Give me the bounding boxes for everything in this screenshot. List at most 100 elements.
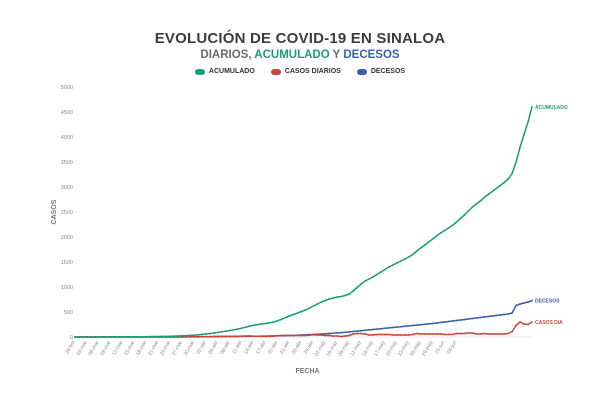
data-point-casos-diarios	[237, 335, 239, 338]
data-point-acumulado	[328, 298, 331, 300]
data-point-acumulado	[129, 335, 132, 338]
data-point-decesos	[348, 331, 351, 333]
data-point-casos-diarios	[201, 335, 204, 338]
data-point-casos-diarios	[328, 334, 331, 337]
data-point-acumulado	[372, 276, 374, 278]
data-point-casos-diarios	[519, 321, 521, 323]
data-point-decesos	[376, 328, 378, 330]
x-tick-label: 01-jun	[434, 340, 446, 355]
data-point-decesos	[336, 332, 339, 334]
data-point-acumulado	[499, 184, 502, 187]
x-tick-label: 08-abr	[219, 340, 232, 356]
data-point-acumulado	[384, 268, 386, 271]
data-point-casos-diarios	[427, 333, 430, 335]
data-point-decesos	[411, 324, 414, 327]
data-point-acumulado	[511, 172, 514, 175]
data-point-casos-diarios	[241, 335, 243, 337]
data-point-acumulado	[439, 232, 442, 234]
data-point-acumulado	[177, 335, 180, 337]
data-point-acumulado	[78, 336, 80, 338]
data-point-decesos	[439, 321, 442, 324]
data-point-casos-diarios	[304, 334, 307, 337]
subtitle-part-3: Y	[329, 49, 344, 61]
data-point-casos-diarios	[443, 333, 446, 336]
data-point-acumulado	[419, 247, 422, 249]
data-point-decesos	[471, 317, 474, 320]
data-point-decesos	[467, 318, 470, 320]
data-point-casos-diarios	[280, 334, 283, 337]
data-point-acumulado	[443, 229, 446, 232]
data-point-casos-diarios	[527, 323, 529, 326]
data-point-decesos	[364, 329, 366, 332]
legend-item-decesos[interactable]: DECESOS	[356, 68, 405, 75]
data-point-acumulado	[189, 334, 192, 337]
data-point-acumulado	[149, 335, 152, 338]
data-point-decesos	[499, 314, 502, 316]
legend-item-casos-diarios[interactable]: CASOS DIARIOS	[270, 68, 341, 75]
data-point-acumulado	[316, 303, 319, 305]
data-point-acumulado	[304, 309, 307, 311]
legend-swatch-casos-diarios	[270, 68, 281, 75]
data-point-casos-diarios	[340, 335, 343, 338]
y-tick-label: 4500	[61, 110, 73, 116]
data-point-casos-diarios	[264, 335, 267, 338]
data-point-decesos	[399, 325, 402, 328]
legend-swatch-decesos	[356, 68, 367, 75]
data-point-casos-diarios	[380, 333, 382, 336]
data-point-decesos	[507, 313, 510, 315]
legend-swatch-acumulado	[194, 68, 205, 75]
data-point-decesos	[443, 321, 446, 323]
data-point-acumulado	[113, 336, 116, 338]
data-point-acumulado	[197, 333, 200, 336]
chart-legend: ACUMULADO CASOS DIARIOS DECESOS	[0, 68, 600, 75]
chart-title: EVOLUCIÓN DE COVID-19 EN SINALOA	[154, 30, 446, 47]
data-point-decesos	[479, 316, 482, 319]
data-point-acumulado	[503, 181, 506, 184]
data-point-casos-diarios	[209, 335, 212, 338]
data-point-acumulado	[157, 335, 160, 338]
data-point-decesos	[392, 326, 394, 329]
legend-item-acumulado[interactable]: ACUMULADO	[194, 68, 255, 75]
data-point-acumulado	[288, 315, 291, 317]
data-point-acumulado	[415, 250, 418, 252]
data-point-decesos	[511, 312, 514, 314]
data-point-casos-diarios	[217, 335, 219, 338]
data-point-acumulado	[241, 327, 243, 329]
data-point-acumulado	[344, 294, 347, 297]
data-point-casos-diarios	[463, 332, 466, 335]
y-tick-label: 3000	[61, 185, 73, 191]
data-point-acumulado	[467, 210, 470, 212]
data-point-acumulado	[201, 333, 204, 336]
data-point-acumulado	[213, 332, 215, 334]
subtitle-part-4: DECESOS	[343, 49, 400, 61]
data-point-casos-diarios	[487, 333, 490, 335]
data-point-decesos	[427, 323, 430, 325]
data-point-casos-diarios	[415, 332, 418, 335]
data-point-casos-diarios	[511, 330, 514, 333]
data-point-acumulado	[121, 335, 124, 338]
data-point-casos-diarios	[515, 324, 517, 327]
data-point-decesos	[328, 332, 331, 335]
data-point-acumulado	[109, 336, 112, 338]
data-point-acumulado	[181, 334, 184, 337]
data-point-acumulado	[519, 146, 521, 148]
data-point-acumulado	[507, 178, 510, 180]
data-point-casos-diarios	[308, 334, 311, 337]
data-point-acumulado	[376, 273, 378, 276]
data-point-acumulado	[380, 271, 382, 273]
data-point-decesos	[344, 331, 347, 334]
subtitle-part-1: DIARIOS,	[200, 49, 255, 61]
data-point-casos-diarios	[503, 333, 506, 335]
data-point-casos-diarios	[364, 333, 366, 335]
data-point-acumulado	[348, 293, 351, 295]
data-point-acumulado	[125, 335, 128, 338]
data-point-acumulado	[455, 221, 458, 223]
data-point-decesos	[431, 322, 434, 325]
data-point-acumulado	[395, 262, 398, 264]
data-point-acumulado	[320, 301, 323, 303]
data-point-casos-diarios	[495, 333, 498, 335]
data-point-acumulado	[86, 336, 88, 338]
data-point-acumulado	[531, 106, 533, 108]
